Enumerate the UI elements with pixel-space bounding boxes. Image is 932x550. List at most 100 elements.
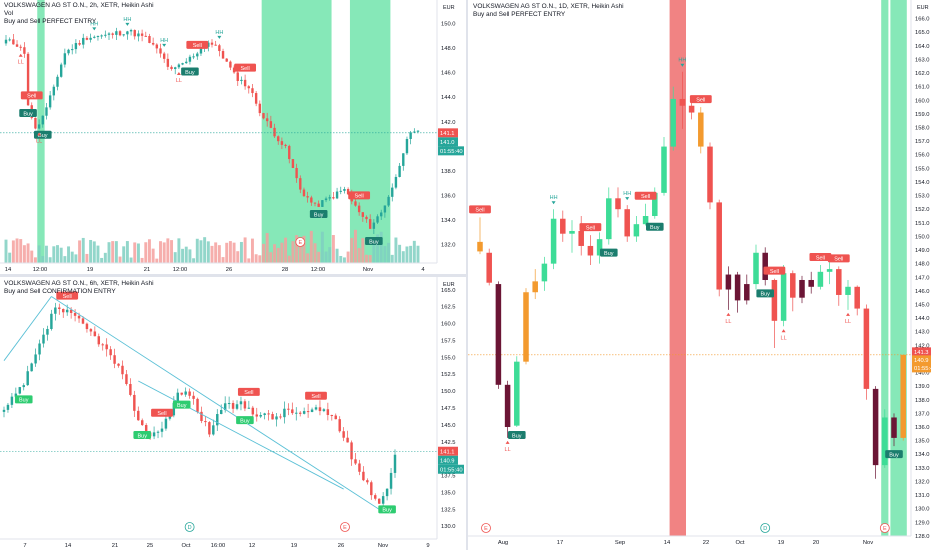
- lower-low-marker: [846, 312, 850, 316]
- candle-body: [63, 53, 67, 65]
- volume-bar: [11, 240, 15, 263]
- candle-body: [306, 196, 309, 198]
- candle-body: [541, 263, 548, 282]
- price-tick-label: 130.0: [441, 524, 456, 530]
- candle-body: [152, 432, 156, 437]
- sell-signal-tag: [579, 223, 602, 232]
- volume-bar: [48, 257, 52, 263]
- time-tick-label: 25: [147, 543, 153, 549]
- price-tick-label: 128.0: [915, 534, 930, 540]
- volume-bar: [295, 235, 299, 263]
- price-tick-label: 152.5: [441, 372, 456, 378]
- price-label-box: [438, 128, 458, 138]
- time-tick-label: 19: [291, 543, 297, 549]
- price-tick-label: 164.0: [915, 44, 930, 50]
- event-marker: [879, 523, 890, 533]
- signal-tag-text: Sell: [63, 294, 72, 300]
- candle-body: [144, 35, 147, 37]
- sell-signal-tag: [305, 391, 327, 400]
- candle-body: [216, 414, 219, 426]
- candle-body: [275, 416, 278, 420]
- volume-bar: [221, 257, 225, 263]
- candle-body: [302, 411, 306, 414]
- time-tick-label: Sep: [615, 540, 625, 546]
- price-label-text: 01:55:40: [914, 366, 932, 372]
- price-tick-label: 147.0: [915, 275, 930, 281]
- chart-6h[interactable]: Buy Buy Buy Buy Buy Sell Sell Sell Sell D E 165.0 16…: [0, 277, 466, 550]
- candle-body: [332, 197, 335, 199]
- price-tick-label: 135.0: [441, 490, 456, 496]
- signal-tag-text: Buy: [185, 70, 195, 76]
- time-tick-label: Nov: [863, 540, 873, 546]
- candle-body: [413, 131, 416, 133]
- candle-body: [104, 34, 107, 36]
- volume-bar: [390, 254, 394, 263]
- buy-signal-tag: [19, 109, 37, 118]
- candle-body: [122, 34, 125, 36]
- buy-signal-tag: [133, 430, 152, 439]
- candle-body: [37, 124, 41, 129]
- price-tick-label: 132.0: [915, 479, 930, 485]
- event-marker: [760, 523, 771, 533]
- time-tick-label: 16:00: [211, 543, 226, 549]
- candle-body: [188, 391, 191, 396]
- price-tick-label: 153.0: [915, 194, 930, 200]
- candle-body: [299, 178, 302, 190]
- candle-body: [159, 48, 162, 54]
- volume-bar: [22, 245, 26, 263]
- volume-bar: [70, 251, 74, 263]
- price-tick-label: 165.0: [915, 30, 930, 36]
- lower-low-label: LL: [18, 60, 24, 66]
- higher-high-marker: [125, 22, 130, 26]
- volume-bar: [107, 242, 111, 263]
- signal-tag-text: Buy: [889, 452, 899, 458]
- price-tick-label: 142.0: [441, 120, 456, 126]
- candle-body: [523, 292, 529, 362]
- volume-bar: [111, 241, 115, 263]
- price-label-box: [438, 137, 458, 147]
- pane-2h[interactable]: Buy Buy Buy Buy Buy Sell Sell Sell Sell HH HH HH HH L…: [0, 0, 466, 274]
- chart-1d[interactable]: Buy Buy Buy Buy Buy Sell Sell Sell Sell Sell Sell S…: [468, 0, 932, 550]
- candle-body: [180, 392, 183, 395]
- pane-6h[interactable]: Buy Buy Buy Buy Buy Sell Sell Sell Sell D E 165.0 16…: [0, 277, 466, 550]
- pane-1d[interactable]: Buy Buy Buy Buy Buy Sell Sell Sell Sell Sell Sell S…: [468, 0, 932, 550]
- currency-label: EUR: [443, 282, 455, 288]
- chart-2h[interactable]: Buy Buy Buy Buy Buy Sell Sell Sell Sell HH HH HH HH L…: [0, 0, 466, 274]
- price-tick-label: 149.0: [915, 248, 930, 254]
- candle-body: [342, 431, 345, 438]
- candle-body: [129, 30, 133, 32]
- time-tick-label: 14: [5, 267, 12, 273]
- signal-tag-text: Sell: [193, 43, 202, 49]
- candle-body: [578, 230, 584, 246]
- time-tick-label: 9: [426, 543, 429, 549]
- candle-body: [383, 205, 387, 213]
- candle-body: [22, 385, 25, 388]
- candle-body: [284, 144, 287, 146]
- volume-bar: [276, 247, 280, 263]
- indicator-label: Buy and Sell CONFIRMATION ENTRY: [4, 288, 116, 296]
- pane-divider-horizontal[interactable]: [0, 274, 466, 277]
- candle-body: [326, 409, 330, 415]
- volume-bar: [339, 255, 343, 263]
- candle-body: [279, 416, 282, 418]
- pane-divider-vertical[interactable]: [466, 0, 468, 550]
- candle-body: [387, 196, 390, 206]
- candle-body: [232, 67, 236, 73]
- candle-body: [324, 198, 328, 201]
- candle-body: [121, 365, 124, 375]
- candle-body: [273, 127, 276, 137]
- candle-body: [59, 64, 63, 77]
- candle-body: [346, 188, 350, 195]
- candle-body: [236, 72, 239, 82]
- volume-bar: [412, 240, 416, 263]
- volume-bar: [33, 257, 37, 263]
- volume-bar: [151, 248, 155, 263]
- price-tick-label: 150.0: [441, 389, 456, 395]
- signal-zone-highlight: [881, 0, 889, 536]
- volume-bar: [114, 241, 118, 263]
- candle-body: [280, 141, 284, 145]
- price-tick-label: 162.0: [915, 71, 930, 77]
- candle-body: [58, 307, 61, 309]
- candle-body: [633, 224, 640, 237]
- candle-body: [204, 421, 207, 423]
